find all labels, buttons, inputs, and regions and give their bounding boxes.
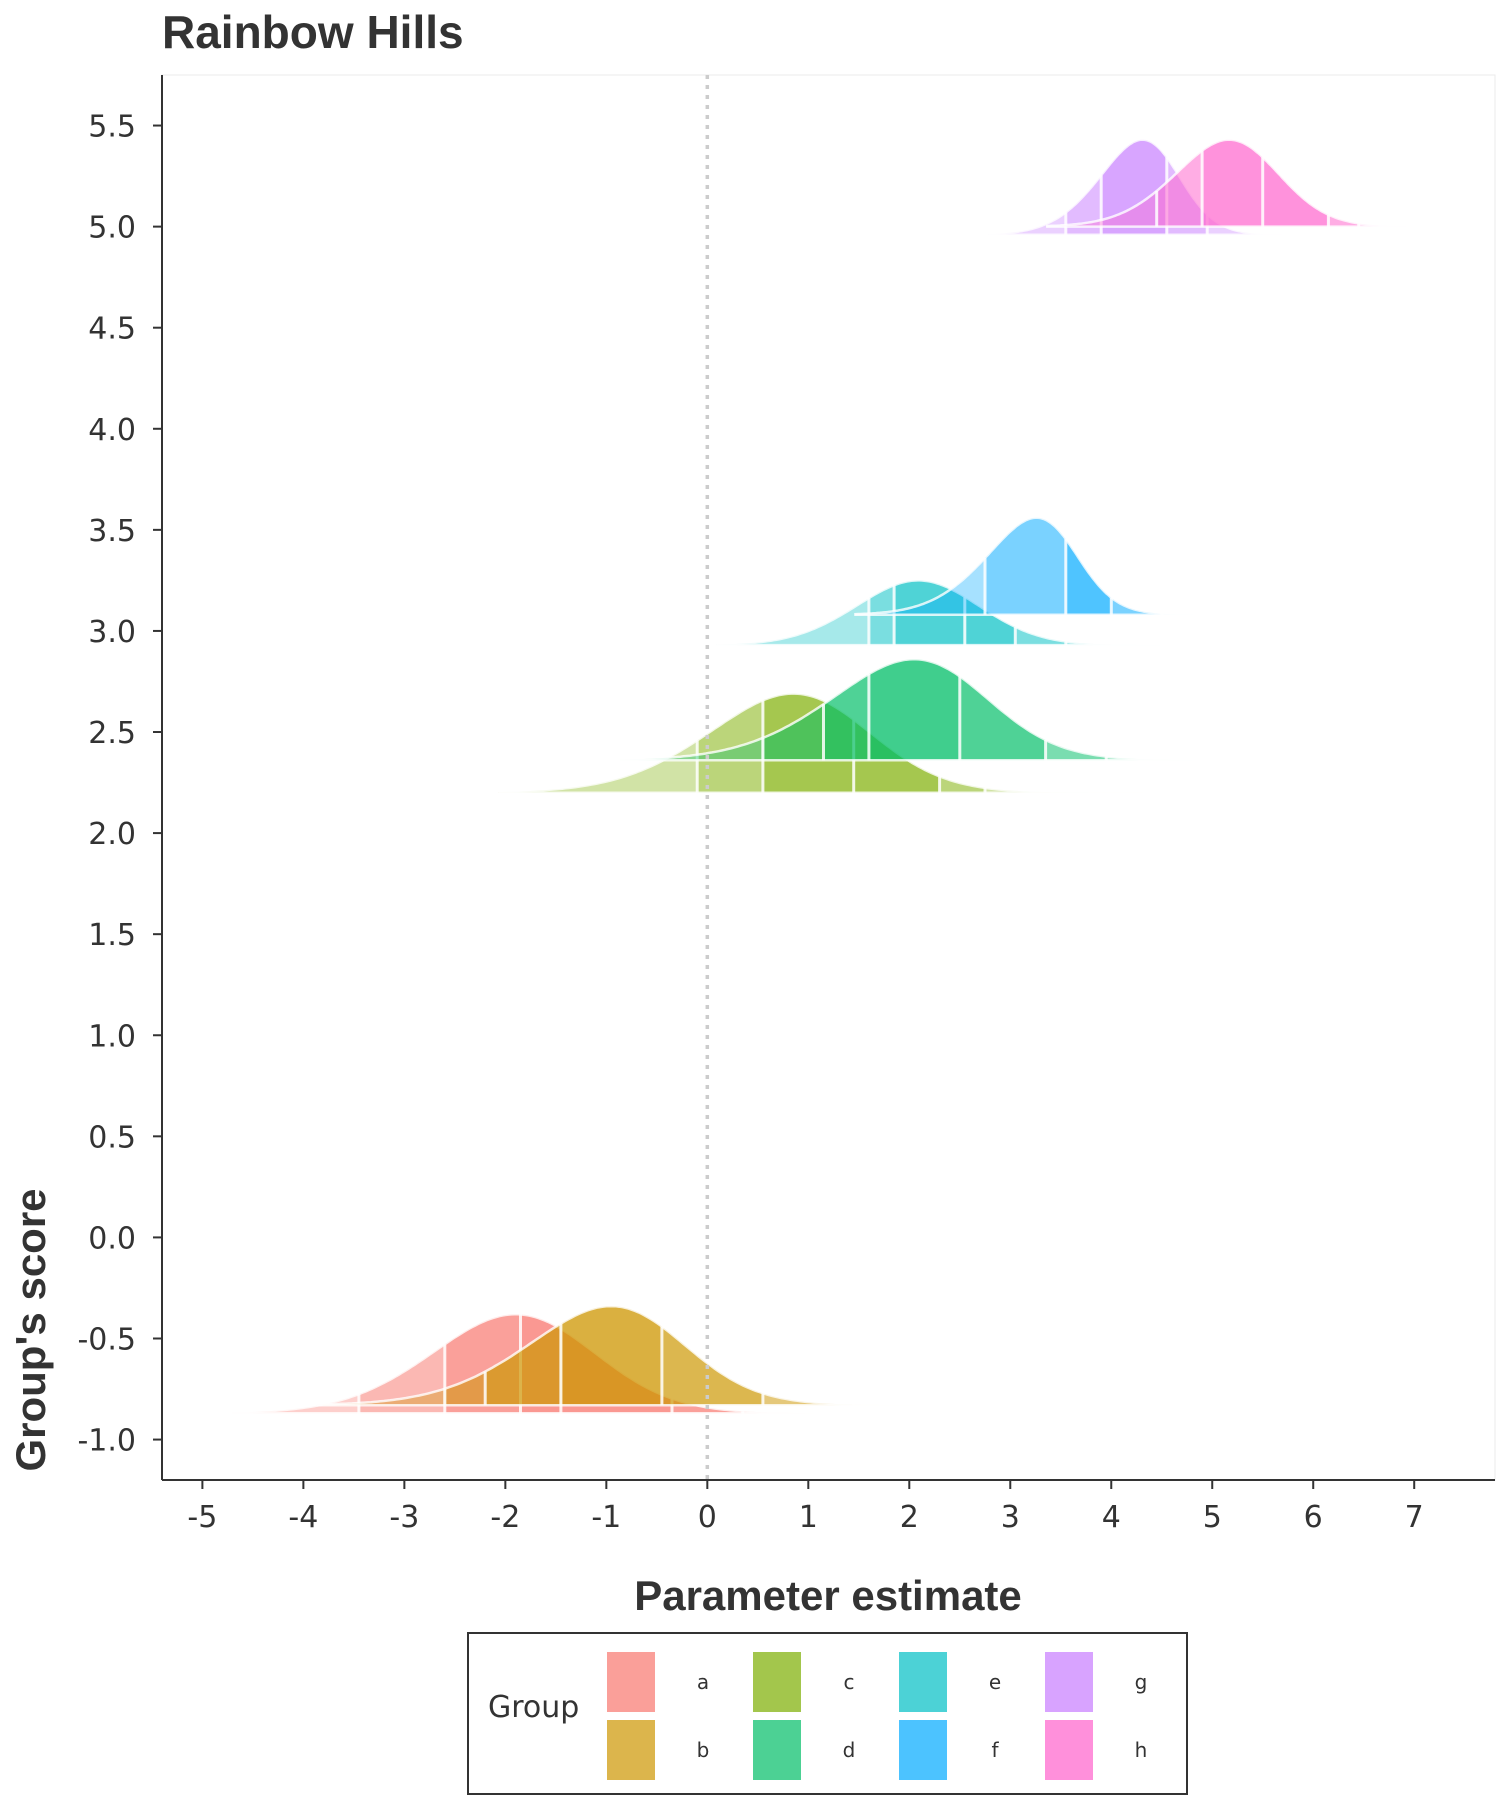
y-tick-label: 1.0 bbox=[88, 1019, 136, 1054]
ridge-b-band bbox=[317, 1388, 445, 1406]
legend-label-h: h bbox=[1135, 1738, 1148, 1762]
legend-key-h bbox=[1045, 1720, 1093, 1780]
ridge-b-band bbox=[485, 1323, 561, 1406]
ridge-g-band bbox=[1101, 139, 1167, 235]
legend-key-g bbox=[1045, 1652, 1093, 1712]
legend-entry-g: g bbox=[1045, 1652, 1147, 1712]
x-tick-label: 7 bbox=[1405, 1500, 1424, 1535]
ridge-h-band bbox=[1202, 139, 1263, 227]
ridge-a-band bbox=[672, 1398, 743, 1414]
y-axis-title: Group's score bbox=[7, 1188, 54, 1471]
y-tick-label: 0.0 bbox=[88, 1221, 136, 1256]
x-axis-title: Parameter estimate bbox=[634, 1572, 1022, 1619]
ridge-h bbox=[1046, 138, 1480, 228]
legend-key-e bbox=[899, 1652, 947, 1712]
legend-label-e: e bbox=[989, 1670, 1001, 1694]
ridge-e-band bbox=[716, 598, 869, 646]
ridge-e-band bbox=[894, 580, 965, 646]
ridge-e-band bbox=[964, 596, 1016, 646]
ridge-g-band bbox=[1207, 214, 1356, 235]
x-tick-label: 3 bbox=[1001, 1500, 1020, 1535]
ridges-layer bbox=[232, 138, 1480, 1415]
legend-key-b bbox=[607, 1720, 655, 1780]
ridge-a-band bbox=[232, 1394, 359, 1414]
legend-label-d: d bbox=[843, 1738, 856, 1762]
x-tick-label: -3 bbox=[389, 1500, 419, 1535]
ridge-d-band bbox=[959, 676, 1046, 761]
ridge-f-band bbox=[1111, 597, 1162, 615]
y-tick-label: 4.0 bbox=[88, 413, 136, 448]
legend-entry-c: c bbox=[753, 1652, 855, 1712]
x-tick-label: -2 bbox=[490, 1500, 520, 1535]
ridge-d-band bbox=[762, 704, 824, 761]
y-tick-label: 5.0 bbox=[88, 211, 136, 246]
ridge-b-band bbox=[762, 1393, 854, 1406]
y-tick-label: 3.0 bbox=[88, 615, 136, 650]
legend-label-g: g bbox=[1135, 1670, 1148, 1694]
ridge-b-band bbox=[560, 1306, 662, 1406]
ridge-c-band bbox=[697, 700, 763, 793]
ridge-f bbox=[854, 516, 1288, 617]
ridge-d-band bbox=[868, 659, 960, 761]
ridge-g-band bbox=[988, 212, 1066, 235]
x-tick-label: -1 bbox=[591, 1500, 621, 1535]
x-tick-label: 0 bbox=[698, 1500, 717, 1535]
y-tick-label: 1.5 bbox=[88, 918, 136, 953]
y-tick-label: -0.5 bbox=[77, 1322, 136, 1357]
legend: Group a b c d e f g h bbox=[467, 1632, 1188, 1795]
legend-entry-f: f bbox=[899, 1720, 999, 1780]
x-tick-label: 6 bbox=[1304, 1500, 1323, 1535]
legend-label-a: a bbox=[697, 1670, 709, 1694]
ridge-g-band bbox=[1065, 175, 1102, 235]
legend-label-f: f bbox=[991, 1738, 999, 1762]
ridge-e bbox=[716, 579, 1183, 647]
ridge-f-band bbox=[854, 558, 985, 615]
y-tick-label: 4.5 bbox=[88, 312, 136, 347]
x-tick-label: 4 bbox=[1102, 1500, 1121, 1535]
legend-entry-d: d bbox=[753, 1720, 855, 1780]
ridge-d-band bbox=[823, 674, 869, 761]
ridge-h-band bbox=[1156, 150, 1203, 227]
y-tick-label: 0.5 bbox=[88, 1120, 136, 1155]
legend-entry-b: b bbox=[607, 1720, 709, 1780]
x-tick-label: 5 bbox=[1203, 1500, 1222, 1535]
x-tick-label: 2 bbox=[900, 1500, 919, 1535]
x-tick-label: -4 bbox=[288, 1500, 318, 1535]
ridge-h-band bbox=[1046, 191, 1157, 227]
ridge-f-band bbox=[985, 517, 1066, 615]
legend-label-b: b bbox=[697, 1738, 710, 1762]
legend-label-c: c bbox=[844, 1670, 855, 1694]
ridge-b-band bbox=[444, 1371, 486, 1406]
legend-entry-h: h bbox=[1045, 1720, 1147, 1780]
legend-entry-e: e bbox=[899, 1652, 1001, 1712]
x-tick-label: 1 bbox=[799, 1500, 818, 1535]
y-tick-label: -1.0 bbox=[77, 1424, 136, 1459]
legend-key-d bbox=[753, 1720, 801, 1780]
ridge-b bbox=[316, 1304, 1017, 1407]
legend-key-a bbox=[607, 1652, 655, 1712]
y-tick-label: 2.0 bbox=[88, 817, 136, 852]
legend-title: Group bbox=[488, 1690, 579, 1725]
y-tick-label: 3.5 bbox=[88, 514, 136, 549]
ridge-d bbox=[619, 657, 1320, 762]
legend-key-f bbox=[899, 1720, 947, 1780]
ridge-c-band bbox=[498, 740, 698, 793]
ridge-d-band bbox=[620, 737, 763, 761]
legend-entry-a: a bbox=[607, 1652, 709, 1712]
chart-title: Rainbow Hills bbox=[162, 6, 464, 58]
x-tick-label: -5 bbox=[187, 1500, 217, 1535]
ridge-b-band bbox=[661, 1326, 763, 1406]
axes-layer: -5 -4 -3 -2 -1 0 1 2 3 4 5 6 7 -1.0 -0.5 0.0 0.5 1.0 1.5 2.… bbox=[77, 75, 1495, 1535]
legend-key-c bbox=[753, 1652, 801, 1712]
ridge-a-band bbox=[358, 1344, 445, 1414]
y-tick-label: 5.5 bbox=[88, 110, 136, 145]
y-tick-label: 2.5 bbox=[88, 716, 136, 751]
